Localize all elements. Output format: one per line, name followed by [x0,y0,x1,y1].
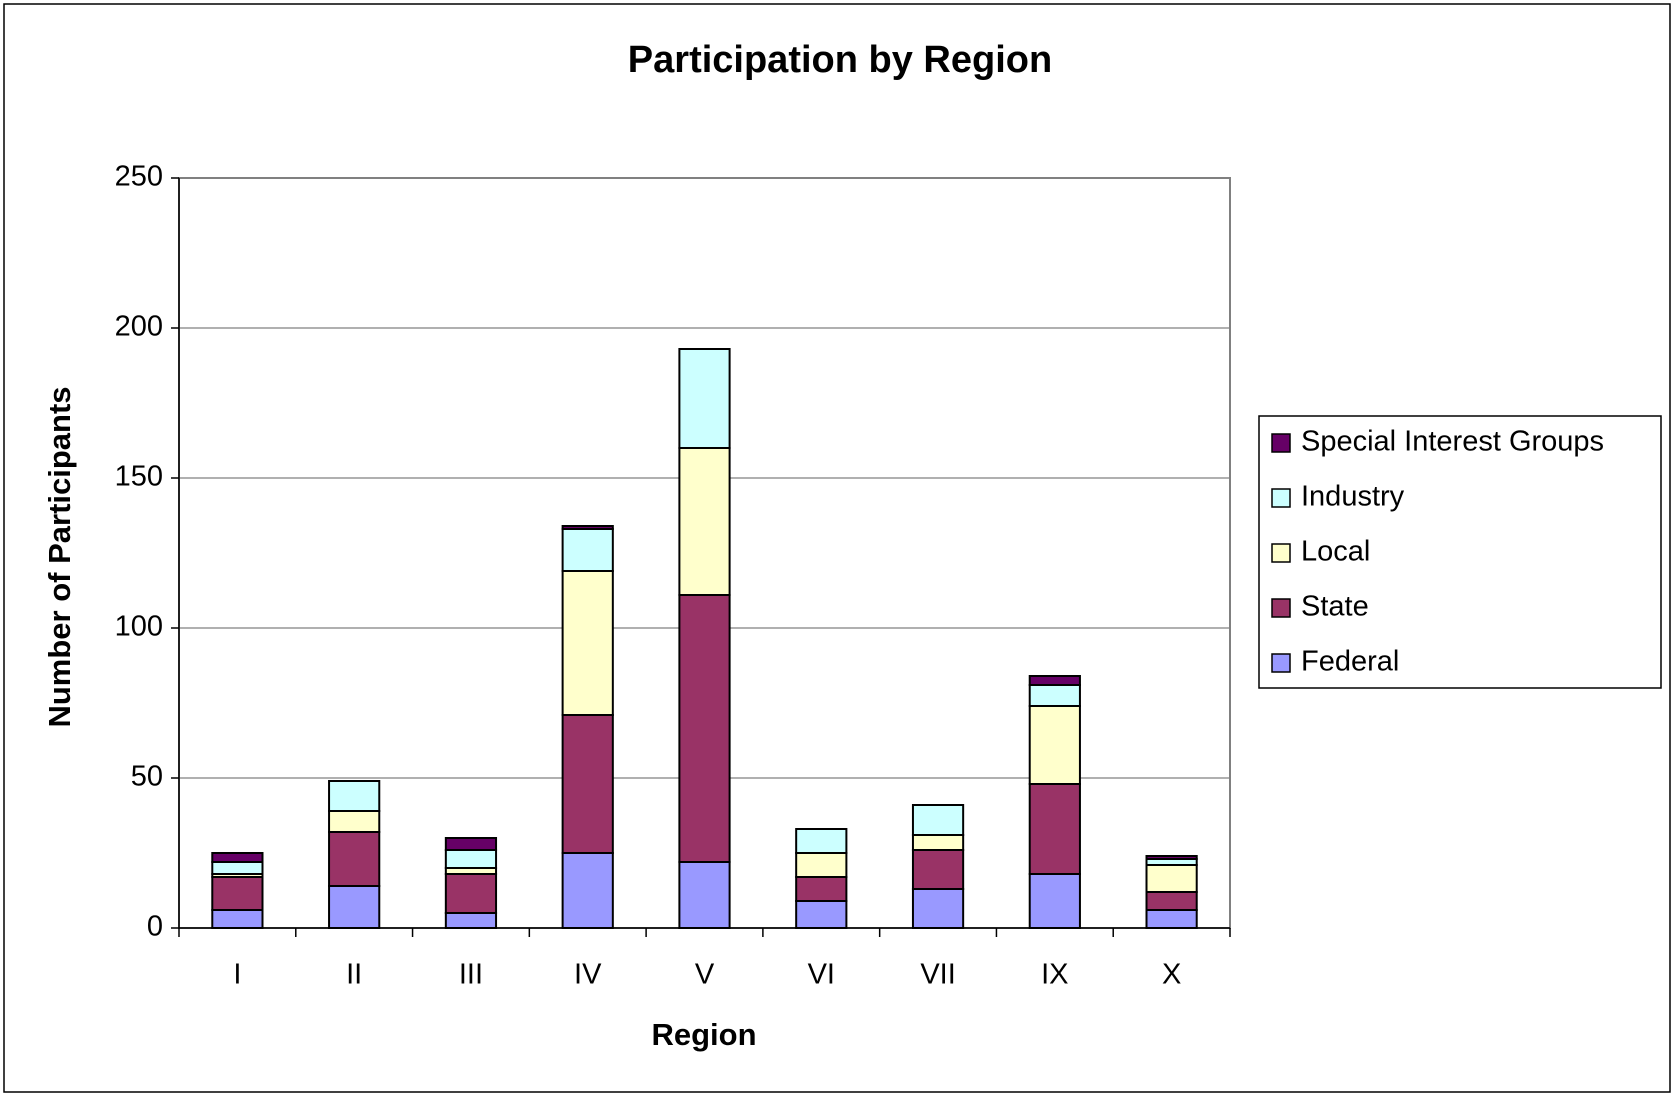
x-tick-label: V [695,959,715,991]
legend-label: Local [1301,536,1370,568]
bar-segment [1145,891,1198,911]
chart-title: Participation by Region [628,39,1052,81]
bar-segment [1145,864,1198,893]
bar-segment [328,810,381,833]
legend-box [1258,415,1662,689]
x-tick-label: III [459,959,483,991]
bar-segment [1145,909,1198,929]
bar-segment [678,348,731,449]
y-tick-label: 150 [115,461,163,493]
y-tick-label: 50 [131,761,163,793]
bar-segment [795,852,848,878]
legend-swatch [1271,653,1291,673]
legend-label: Special Interest Groups [1301,426,1604,458]
bar-segment [561,714,614,854]
bar-segment [1028,783,1081,875]
legend-label: State [1301,591,1369,623]
bar-segment [911,834,965,851]
x-tick-label: X [1162,959,1181,991]
bar-segment [1028,873,1081,929]
bar-segment [911,849,965,890]
bar-segment [444,912,498,929]
legend-label: Federal [1301,646,1399,678]
bar-segment [328,885,381,929]
x-tick-label: IV [574,959,602,991]
x-tick-label: VI [808,959,835,991]
bar-segment [561,528,614,572]
bar-segment [1028,705,1081,785]
legend-swatch [1271,433,1291,453]
bar-segment [444,849,498,869]
bar-segment [911,804,965,836]
x-axis-label: Region [651,1017,756,1052]
x-tick-label: IX [1041,959,1068,991]
bar-segment [328,780,381,812]
legend-swatch [1271,543,1291,563]
bar-segment [795,828,848,854]
legend-swatch [1271,488,1291,508]
y-axis-label: Number of Participants [42,386,77,727]
bar-segment [678,594,731,863]
bar-segment [211,861,264,875]
bar-segment [678,861,731,929]
bar-segment [211,909,264,929]
bar-segment [795,876,848,902]
y-tick-label: 0 [147,911,163,943]
bar-segment [444,837,498,851]
bar-segment [561,570,614,716]
x-tick-label: II [346,959,362,991]
bar-segment [211,852,264,863]
bar-segment [911,888,965,929]
bar-segment [1028,675,1081,686]
x-tick-label: VII [920,959,955,991]
bar-segment [795,900,848,929]
y-tick-label: 100 [115,611,163,643]
bar-segment [561,525,614,530]
legend-swatch [1271,598,1291,618]
bar-segment [444,873,498,914]
bar-segment [678,447,731,596]
bar-segment [328,831,381,887]
x-tick-label: I [233,959,241,991]
bar-segment [1028,684,1081,707]
y-tick-label: 250 [115,161,163,193]
y-tick-label: 200 [115,311,163,343]
bar-segment [561,852,614,929]
bar-segment [211,876,264,911]
legend-label: Industry [1301,481,1405,513]
bar-segment [1145,855,1198,860]
